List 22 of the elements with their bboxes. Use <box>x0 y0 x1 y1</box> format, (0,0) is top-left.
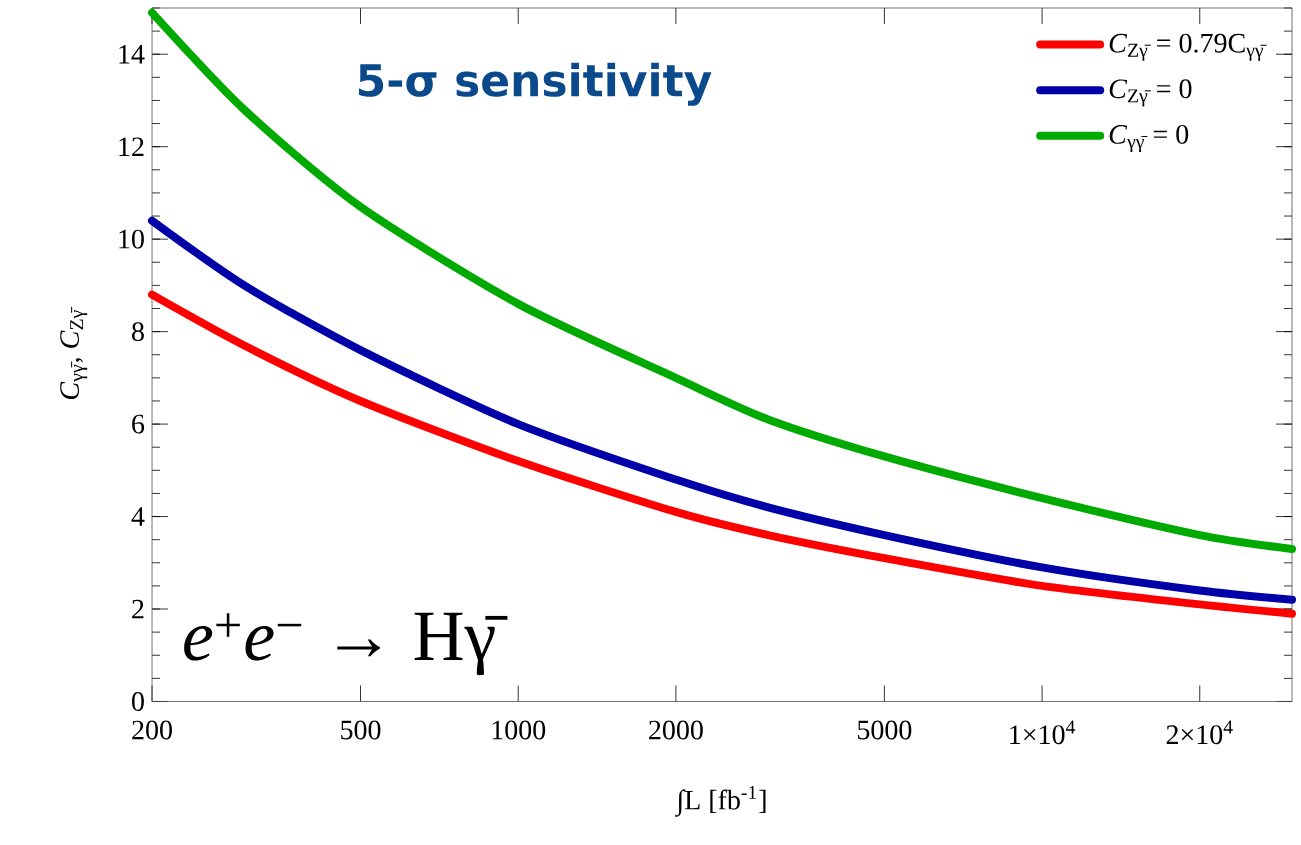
x-tick-label: 1000 <box>492 720 546 740</box>
annotation: 5-σ sensitivity <box>358 62 712 106</box>
legend-label: C$_{Zγ̄}$ = 0 <box>1109 79 1192 107</box>
x-tick-label: 2000 <box>649 720 703 740</box>
x-tick-label: 1×10$^{4}$ <box>1010 720 1076 745</box>
x-tick-label: 5000 <box>858 720 912 740</box>
y-tick-label: 2 <box>132 599 144 619</box>
legend-label: C$_{γγ̄}$ = 0 <box>1109 124 1189 153</box>
y-tick-label: 10 <box>119 229 144 249</box>
x-tick-label: 200 <box>132 720 172 740</box>
y-tick-label: 4 <box>131 507 145 526</box>
x-tick-label: 2×10$^{4}$ <box>1166 720 1233 745</box>
y-tick-label: 6 <box>132 414 145 434</box>
x-axis-title: ∫L [fb$^{-1}$] <box>675 785 766 817</box>
annotation: e$^{+}$e$^{−}$ → Hγ̄ <box>184 612 508 676</box>
y-tick-label: 0 <box>132 692 144 711</box>
y-axis-title: C$_{γγ̄}$, C$_{Zγ̄}$ <box>60 306 88 400</box>
x-tick-label: 500 <box>341 720 381 740</box>
y-tick-label: 14 <box>119 44 145 64</box>
y-tick-label: 12 <box>119 137 144 156</box>
y-tick-label: 8 <box>132 322 144 342</box>
legend-label: C$_{Zγ̄}$ = 0.79C$_{γγ̄}$ <box>1109 33 1267 61</box>
